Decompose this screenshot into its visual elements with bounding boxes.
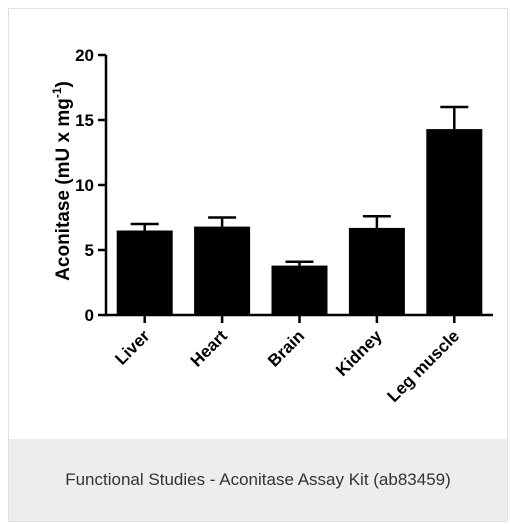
y-tick-label: 5 — [85, 241, 94, 260]
bar-liver — [116, 230, 173, 315]
y-axis-label: Aconitase (mU x mg-1) — [50, 81, 74, 281]
svg-text:Aconitase (mU x mg-1): Aconitase (mU x mg-1) — [50, 81, 74, 281]
bar-heart — [194, 226, 251, 315]
y-tick-label: 10 — [75, 176, 94, 195]
y-tick-label: 0 — [85, 306, 94, 325]
y-tick-label: 15 — [75, 111, 94, 130]
chart-figure: Aconitase (mU x mg-1) 0 5 10 15 20 Liver Heart… — [9, 9, 507, 439]
y-axis-label-text: Aconitase (mU x mg — [53, 98, 74, 281]
x-tick-label: Brain — [264, 326, 308, 370]
figure-card: Aconitase (mU x mg-1) 0 5 10 15 20 Liver Heart… — [8, 8, 508, 522]
caption-band: Functional Studies - Aconitase Assay Kit… — [9, 439, 507, 521]
bar-kidney — [348, 227, 405, 315]
x-tick-label: Leg muscle — [384, 326, 464, 406]
x-tick-label: Kidney — [332, 326, 386, 380]
x-tick-label: Liver — [111, 326, 153, 368]
bar-leg-muscle — [426, 129, 483, 315]
y-axis-label-superscript: -1 — [50, 87, 64, 98]
x-tick-label: Heart — [187, 326, 231, 370]
figure-caption: Functional Studies - Aconitase Assay Kit… — [65, 470, 451, 489]
y-axis-label-suffix: ) — [53, 81, 74, 87]
bar-chart: Aconitase (mU x mg-1) 0 5 10 15 20 Liver Heart… — [50, 46, 493, 406]
y-tick-label: 20 — [75, 46, 94, 65]
bar-brain — [271, 265, 328, 315]
